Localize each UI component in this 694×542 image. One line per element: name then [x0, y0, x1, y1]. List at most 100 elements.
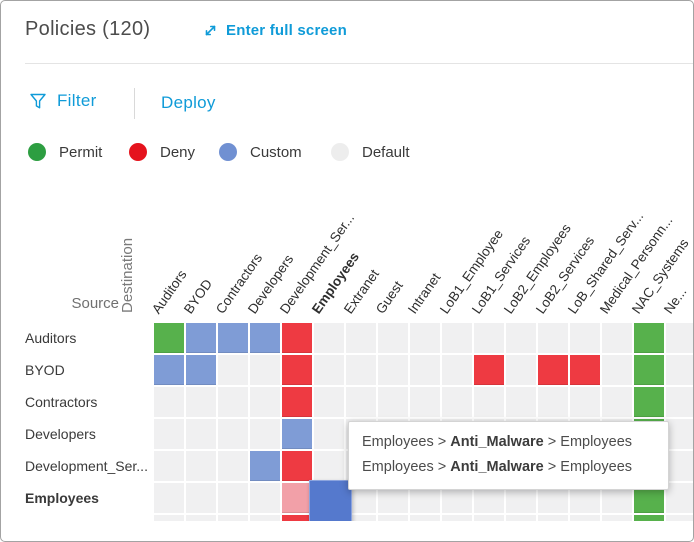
matrix-cell[interactable] [153, 514, 185, 521]
matrix-cell[interactable] [601, 514, 633, 521]
matrix-cell[interactable] [185, 322, 217, 354]
row-header[interactable]: Contractors [25, 394, 98, 410]
matrix-cell[interactable] [665, 514, 693, 521]
matrix-cell[interactable] [569, 322, 601, 354]
matrix-cell[interactable] [505, 386, 537, 418]
matrix-cell[interactable] [249, 482, 281, 514]
matrix-cell[interactable] [249, 354, 281, 386]
matrix-cell[interactable] [665, 450, 693, 482]
matrix-cell[interactable] [281, 354, 313, 386]
matrix-cell[interactable] [313, 354, 345, 386]
matrix-cell[interactable] [217, 482, 249, 514]
matrix-cell[interactable] [153, 418, 185, 450]
matrix-cell[interactable] [153, 322, 185, 354]
matrix-cell[interactable] [153, 354, 185, 386]
matrix-cell[interactable] [185, 354, 217, 386]
matrix-cell[interactable] [249, 386, 281, 418]
matrix-cell[interactable] [185, 482, 217, 514]
matrix-cell[interactable] [249, 514, 281, 521]
matrix-cell[interactable] [665, 322, 693, 354]
row-header[interactable]: Development_Ser... [25, 458, 148, 474]
matrix-cell[interactable] [569, 514, 601, 521]
matrix-cell[interactable] [185, 386, 217, 418]
matrix-cell[interactable] [345, 354, 377, 386]
matrix-cell[interactable] [537, 514, 569, 521]
matrix-cell[interactable] [441, 386, 473, 418]
fullscreen-expand-icon [202, 22, 219, 39]
matrix-cell[interactable] [601, 354, 633, 386]
matrix-cell[interactable] [537, 386, 569, 418]
selected-policy-cell[interactable] [309, 480, 352, 521]
filter-button[interactable]: Filter [29, 91, 97, 111]
matrix-cell[interactable] [345, 386, 377, 418]
matrix-cell[interactable] [377, 354, 409, 386]
matrix-cell[interactable] [217, 450, 249, 482]
matrix-cell[interactable] [665, 482, 693, 514]
matrix-cell[interactable] [537, 322, 569, 354]
matrix-cell[interactable] [281, 418, 313, 450]
row-header[interactable]: Developers [25, 426, 96, 442]
matrix-cell[interactable] [409, 322, 441, 354]
matrix-cell[interactable] [473, 386, 505, 418]
matrix-cell[interactable] [217, 514, 249, 521]
matrix-cell[interactable] [313, 418, 345, 450]
column-header[interactable]: Ne... [660, 284, 690, 317]
matrix-cell[interactable] [441, 354, 473, 386]
matrix-cell[interactable] [665, 418, 693, 450]
matrix-cell[interactable] [249, 418, 281, 450]
matrix-cell[interactable] [601, 322, 633, 354]
row-header[interactable]: Auditors [25, 330, 77, 346]
matrix-cell[interactable] [633, 354, 665, 386]
row-header[interactable]: BYOD [25, 362, 65, 378]
matrix-cell[interactable] [601, 386, 633, 418]
matrix-cell[interactable] [185, 450, 217, 482]
matrix-cell[interactable] [313, 450, 345, 482]
matrix-cell[interactable] [537, 354, 569, 386]
matrix-cell[interactable] [153, 482, 185, 514]
matrix-cell[interactable] [633, 386, 665, 418]
matrix-cell[interactable] [185, 514, 217, 521]
matrix-cell[interactable] [345, 322, 377, 354]
matrix-cell[interactable] [505, 514, 537, 521]
matrix-cell[interactable] [281, 482, 313, 514]
matrix-cell[interactable] [153, 450, 185, 482]
tooltip-line: Employees > Anti_Malware > Employees [362, 434, 633, 450]
matrix-cell[interactable] [185, 418, 217, 450]
matrix-cell[interactable] [409, 514, 441, 521]
matrix-cell[interactable] [665, 354, 693, 386]
matrix-cell[interactable] [217, 354, 249, 386]
matrix-cell[interactable] [441, 322, 473, 354]
matrix-cell[interactable] [441, 514, 473, 521]
matrix-cell[interactable] [473, 514, 505, 521]
matrix-cell[interactable] [249, 450, 281, 482]
matrix-cell[interactable] [569, 354, 601, 386]
enter-fullscreen-button[interactable]: Enter full screen [202, 22, 347, 39]
matrix-cell[interactable] [153, 386, 185, 418]
matrix-cell[interactable] [473, 354, 505, 386]
matrix-cell[interactable] [377, 322, 409, 354]
matrix-cell[interactable] [217, 322, 249, 354]
matrix-cell[interactable] [377, 386, 409, 418]
matrix-cell[interactable] [473, 322, 505, 354]
matrix-cell[interactable] [409, 354, 441, 386]
row-header[interactable]: Employees [25, 490, 99, 506]
matrix-cell[interactable] [217, 418, 249, 450]
matrix-cell[interactable] [281, 450, 313, 482]
matrix-cell[interactable] [313, 386, 345, 418]
deploy-button[interactable]: Deploy [161, 93, 216, 113]
matrix-cell[interactable] [633, 322, 665, 354]
matrix-cell[interactable] [633, 514, 665, 521]
matrix-cell[interactable] [665, 386, 693, 418]
matrix-cell[interactable] [505, 322, 537, 354]
matrix-cell[interactable] [249, 322, 281, 354]
matrix-cell[interactable] [569, 386, 601, 418]
matrix-cell[interactable] [505, 354, 537, 386]
legend-item-permit: Permit [28, 143, 102, 161]
matrix-cell[interactable] [313, 322, 345, 354]
matrix-cell[interactable] [281, 386, 313, 418]
matrix-cell[interactable] [217, 386, 249, 418]
matrix-cell[interactable] [281, 322, 313, 354]
column-header[interactable]: Intranet [404, 270, 444, 317]
matrix-cell[interactable] [409, 386, 441, 418]
matrix-cell[interactable] [377, 514, 409, 521]
